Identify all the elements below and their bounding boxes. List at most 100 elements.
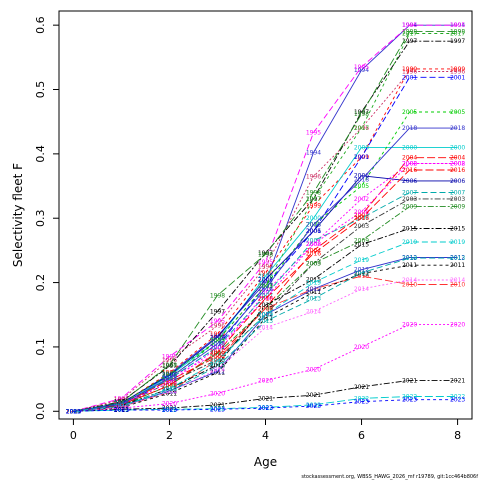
point-label-2011-age-4: 2011 <box>258 315 273 322</box>
point-label-2018-age-6: 2018 <box>354 177 369 184</box>
point-label-2016-age-5: 2016 <box>306 251 321 258</box>
point-label-2010-age-6: 2010 <box>354 273 369 280</box>
y-tick-label-0: 0.0 <box>34 403 47 421</box>
point-label-2007-age-6: 2007 <box>354 215 369 222</box>
point-label-2011-age-2: 2011 <box>162 390 177 397</box>
point-label-1996-age-8: 1996 <box>450 69 465 76</box>
point-label-2000-age-0: 2000 <box>66 408 81 415</box>
point-label-2008-age-5: 2008 <box>306 241 321 248</box>
y-axis-label: Selectivity fleet F <box>11 163 25 267</box>
point-label-1998-age-8: 1998 <box>450 29 465 36</box>
series-line-2016 <box>73 169 458 412</box>
point-label-2014-age-8: 2014 <box>450 277 465 284</box>
point-label-1995-age-5: 1995 <box>306 130 321 137</box>
point-label-2007-age-8: 2007 <box>450 190 465 197</box>
y-tick-label-4: 0.4 <box>34 145 47 163</box>
x-axis-label: Age <box>254 455 277 469</box>
point-label-2000-age-8: 2000 <box>450 144 465 151</box>
point-label-1999-age-5: 1999 <box>306 202 321 209</box>
point-label-2018-age-8: 2018 <box>450 125 465 132</box>
point-label-1998-age-5: 1998 <box>306 190 321 197</box>
point-label-1995-age-6: 1995 <box>354 64 369 71</box>
point-label-2022-age-5: 2022 <box>306 402 321 409</box>
point-label-2015-age-5: 2015 <box>306 276 321 283</box>
point-label-2015-age-0: 2015 <box>66 408 81 415</box>
point-label-2001-age-7: 2001 <box>402 74 417 81</box>
point-label-2005-age-2: 2005 <box>162 376 177 383</box>
y-tick-label-1: 0.1 <box>34 338 47 356</box>
point-label-2010-age-8: 2010 <box>450 282 465 289</box>
point-label-2022-age-8: 2022 <box>450 394 465 401</box>
series-line-2008 <box>73 163 458 412</box>
point-label-1996-age-5: 1996 <box>306 173 321 180</box>
point-label-2004-age-3: 2004 <box>210 354 225 361</box>
series-line-2022 <box>73 396 458 412</box>
point-label-2021-age-5: 2021 <box>306 392 321 399</box>
point-label-1996-age-4: 1996 <box>258 264 273 271</box>
point-label-2006-age-6: 2006 <box>354 173 369 180</box>
point-label-2009-age-8: 2009 <box>450 204 465 211</box>
point-label-1997-age-7: 1997 <box>402 38 417 45</box>
point-label-2023-age-4: 2023 <box>258 405 273 412</box>
point-label-2013-age-6: 2013 <box>354 270 369 277</box>
point-label-2017-age-5: 2017 <box>306 196 321 203</box>
point-label-2013-age-4: 2013 <box>258 318 273 325</box>
series-line-1998 <box>73 31 458 412</box>
point-label-2019-age-6: 2019 <box>354 257 369 264</box>
point-label-1998-age-0: 1998 <box>66 408 81 415</box>
point-label-2005-age-0: 2005 <box>66 408 81 415</box>
point-label-1994-age-8: 1994 <box>450 22 465 29</box>
point-label-2022-age-7: 2022 <box>402 394 417 401</box>
point-label-2018-age-7: 2018 <box>402 125 417 132</box>
point-label-2015-age-3: 2015 <box>210 362 225 369</box>
point-label-2017-age-2: 2017 <box>162 371 177 378</box>
point-label-2002-age-2: 2002 <box>162 375 177 382</box>
point-label-1997-age-8: 1997 <box>450 38 465 45</box>
point-label-2000-age-7: 2000 <box>402 144 417 151</box>
series-1995: 1995 1995 1995 1995 1995 1995 1995 1995 1995 <box>66 22 466 415</box>
series-line-2010 <box>73 275 458 412</box>
point-label-2011-age-3: 2011 <box>210 370 225 377</box>
point-label-2012-age-0: 2012 <box>66 408 81 415</box>
series-line-2002 <box>73 163 458 412</box>
point-label-2021-age-4: 2021 <box>258 395 273 402</box>
point-label-2005-age-7: 2005 <box>402 109 417 116</box>
point-label-2001-age-2: 2001 <box>162 376 177 383</box>
point-label-2007-age-5: 2007 <box>306 238 321 245</box>
point-label-1998-age-2: 1998 <box>162 362 177 369</box>
point-label-2003-age-7: 2003 <box>402 196 417 203</box>
point-label-2007-age-2: 2007 <box>162 376 177 383</box>
point-label-2014-age-2: 2014 <box>162 389 177 396</box>
point-label-2000-age-5: 2000 <box>306 215 321 222</box>
point-label-2017-age-3: 2017 <box>210 338 225 345</box>
point-label-2004-age-5: 2004 <box>306 247 321 254</box>
point-label-1995-age-8: 1995 <box>450 22 465 29</box>
point-label-2000-age-4: 2000 <box>258 273 273 280</box>
point-label-2013-age-2: 2013 <box>162 388 177 395</box>
point-label-2002-age-6: 2002 <box>354 196 369 203</box>
point-label-1998-age-3: 1998 <box>210 292 225 299</box>
point-label-2020-age-5: 2020 <box>306 366 321 373</box>
point-label-1996-age-3: 1996 <box>210 323 225 330</box>
point-label-1995-age-2: 1995 <box>162 354 177 361</box>
point-label-2004-age-2: 2004 <box>162 377 177 384</box>
x-tick-label-8: 8 <box>454 429 461 442</box>
point-label-2020-age-2: 2020 <box>162 401 177 408</box>
point-label-2000-age-6: 2000 <box>354 144 369 151</box>
point-label-2006-age-3: 2006 <box>210 334 225 341</box>
point-label-2003-age-0: 2003 <box>66 408 81 415</box>
point-label-2021-age-2: 2021 <box>162 405 177 412</box>
point-label-2010-age-3: 2010 <box>210 357 225 364</box>
point-label-1997-age-2: 1997 <box>162 363 177 370</box>
point-label-2004-age-0: 2004 <box>66 408 81 415</box>
point-label-2007-age-0: 2007 <box>66 408 81 415</box>
point-label-1999-age-8: 1999 <box>450 66 465 73</box>
point-label-2011-age-7: 2011 <box>402 262 417 269</box>
point-label-2022-age-0: 2022 <box>66 408 81 415</box>
series-2016: 2016 2016 2016 2016 2016 2016 2016 2016 2016 <box>66 167 466 415</box>
series-line-2017 <box>73 33 458 412</box>
point-label-2020-age-1: 2020 <box>114 405 129 412</box>
point-label-1998-age-6: 1998 <box>354 111 369 118</box>
point-label-2012-age-3: 2012 <box>210 368 225 375</box>
